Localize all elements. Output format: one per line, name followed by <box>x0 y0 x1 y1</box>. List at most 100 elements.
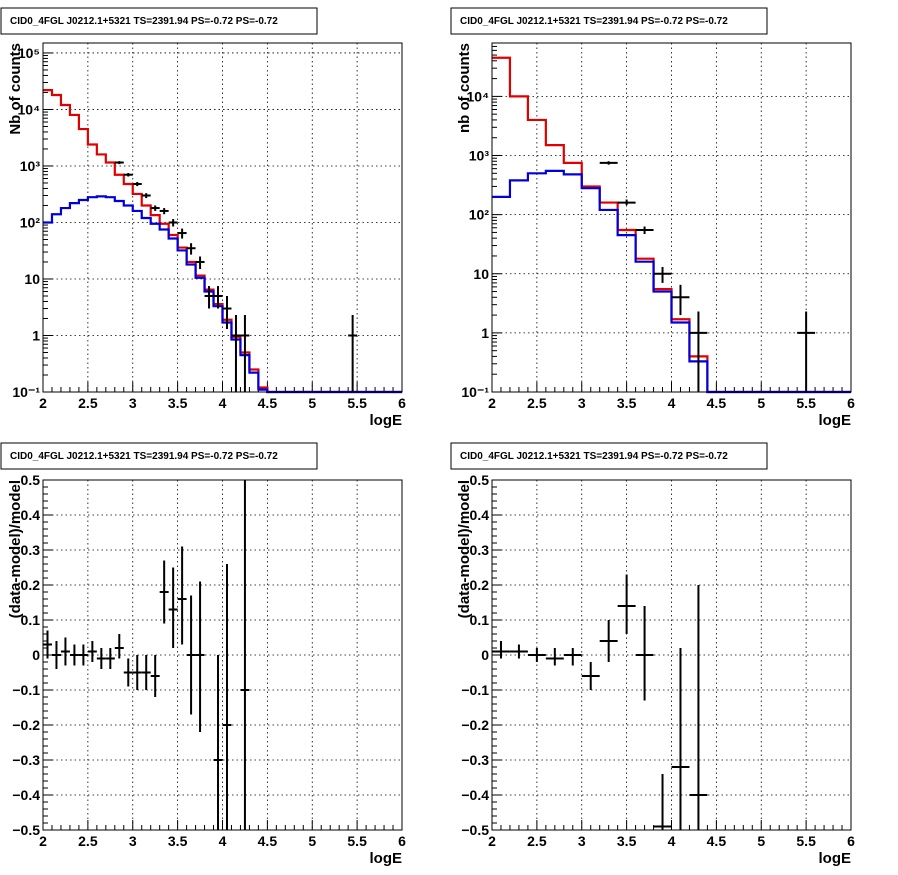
y-tick-label: 10² <box>469 207 490 223</box>
data-point <box>213 286 223 309</box>
data-point <box>141 655 151 690</box>
data-point <box>141 193 151 199</box>
data-point <box>132 182 142 187</box>
data-point <box>563 648 582 666</box>
data-point <box>159 208 169 215</box>
y-tick-label: 0.2 <box>21 577 41 593</box>
data-point <box>78 644 88 666</box>
data-point <box>797 311 816 392</box>
plot-frame <box>42 42 403 393</box>
data-point <box>177 228 187 239</box>
plot-frame <box>42 479 403 831</box>
data-point <box>689 585 708 830</box>
x-axis-label: logE <box>370 850 403 867</box>
x-tick-label: 3 <box>129 395 137 411</box>
data-point <box>231 315 241 392</box>
chart-title: CID0_4FGL J0212.1+5321 TS=2391.94 PS=-0.… <box>10 451 278 462</box>
y-axis-label: (data-model)/model <box>456 480 473 618</box>
x-axis-label: logE <box>819 412 852 429</box>
data-point <box>60 637 70 666</box>
y-axis-label: (data-model)/model <box>7 480 24 618</box>
x-tick-label: 5 <box>308 395 316 411</box>
y-tick-label: 10⁻¹ <box>461 384 489 400</box>
x-axis-label: logE <box>819 850 852 867</box>
x-tick-label: 2.5 <box>78 395 98 411</box>
data-point <box>617 199 636 206</box>
data-point <box>105 648 115 669</box>
y-tick-label: −0.2 <box>12 717 40 733</box>
x-tick-label: 2 <box>488 833 496 849</box>
y-tick-label: 10² <box>20 214 41 230</box>
data-point <box>222 295 232 330</box>
x-tick-label: 4.5 <box>707 395 727 411</box>
data-point <box>240 315 250 392</box>
data-point <box>123 658 133 687</box>
title-box <box>0 442 318 470</box>
y-tick-label: 0 <box>32 647 40 663</box>
chart-title: CID0_4FGL J0212.1+5321 TS=2391.94 PS=-0.… <box>460 16 728 27</box>
y-tick-label: −0.4 <box>461 787 489 803</box>
data-point <box>123 173 133 177</box>
data-point <box>51 641 61 669</box>
title-box <box>450 7 768 35</box>
data-point <box>132 655 142 690</box>
y-tick-label: 10⁴ <box>467 88 490 104</box>
y-tick-label: 10⁻¹ <box>12 384 40 400</box>
data-point <box>348 315 358 392</box>
y-tick-label: 0.4 <box>21 507 41 523</box>
y-tick-label: 10 <box>473 266 489 282</box>
y-tick-label: 1 <box>32 327 40 343</box>
x-tick-label: 3 <box>578 833 586 849</box>
data-point <box>527 648 546 662</box>
data-point <box>545 648 564 666</box>
data-point <box>204 286 214 309</box>
x-tick-label: 2.5 <box>78 833 98 849</box>
y-tick-label: −0.3 <box>12 752 40 768</box>
data-point <box>87 641 97 662</box>
data-point <box>617 574 636 634</box>
x-tick-label: 5.5 <box>347 833 367 849</box>
x-tick-label: 3.5 <box>168 395 188 411</box>
y-tick-label: 0.1 <box>470 612 490 628</box>
x-tick-label: 3 <box>578 395 586 411</box>
y-tick-label: −0.5 <box>461 822 489 838</box>
x-tick-label: 3 <box>129 833 137 849</box>
x-tick-label: 4 <box>668 833 676 849</box>
data-point <box>43 630 52 659</box>
panel-3: 2 2.5 3 3.5 4 4.5 5 5.5 6 −0.5 −0.4 −0.3 −0.2 −0.1 0 0.… <box>0 442 406 867</box>
data-point <box>653 774 672 830</box>
plot-frame <box>491 479 852 831</box>
panel-1: 2 2.5 3 3.5 4 4.5 5 5.5 6 10⁻¹ 1 10 10² 10³ 10⁴ 10⁵ logE… <box>0 7 406 429</box>
x-tick-label: 5 <box>757 833 765 849</box>
y-tick-label: 0.5 <box>470 472 490 488</box>
data-point <box>689 311 708 392</box>
x-tick-label: 3.5 <box>168 833 188 849</box>
data-point <box>240 480 250 830</box>
x-tick-label: 6 <box>847 833 855 849</box>
y-axis-label: Nb of counts <box>7 43 24 135</box>
x-axis-label: logE <box>370 412 403 429</box>
y-tick-label: 0.1 <box>21 612 41 628</box>
data-point <box>671 284 690 316</box>
data-point <box>599 161 618 165</box>
data-point <box>96 648 106 669</box>
chart-title: CID0_4FGL J0212.1+5321 TS=2391.94 PS=-0.… <box>460 451 728 462</box>
y-tick-label: 10³ <box>20 158 41 174</box>
panel-2: 2 2.5 3 3.5 4 4.5 5 5.5 6 10⁻¹ 1 10 10² 10³ 10⁴ logE nb … <box>450 7 855 429</box>
x-tick-label: 2 <box>39 833 47 849</box>
data-point <box>509 644 528 659</box>
x-tick-label: 4.5 <box>258 833 278 849</box>
x-tick-label: 4.5 <box>258 395 278 411</box>
data-point <box>635 226 654 235</box>
data-point <box>186 243 196 255</box>
data-point <box>114 634 124 659</box>
panel-4: 2 2.5 3 3.5 4 4.5 5 5.5 6 −0.5 −0.4 −0.3 −0.2 −0.1 0 0.… <box>450 442 855 867</box>
x-tick-label: 5.5 <box>796 395 816 411</box>
y-tick-label: 0.4 <box>470 507 490 523</box>
x-tick-label: 5.5 <box>347 395 367 411</box>
y-tick-label: −0.4 <box>12 787 40 803</box>
y-tick-label: 0.5 <box>21 472 41 488</box>
y-axis-label: nb of counts <box>456 43 473 133</box>
x-tick-label: 4 <box>219 395 227 411</box>
x-tick-label: 5 <box>757 395 765 411</box>
